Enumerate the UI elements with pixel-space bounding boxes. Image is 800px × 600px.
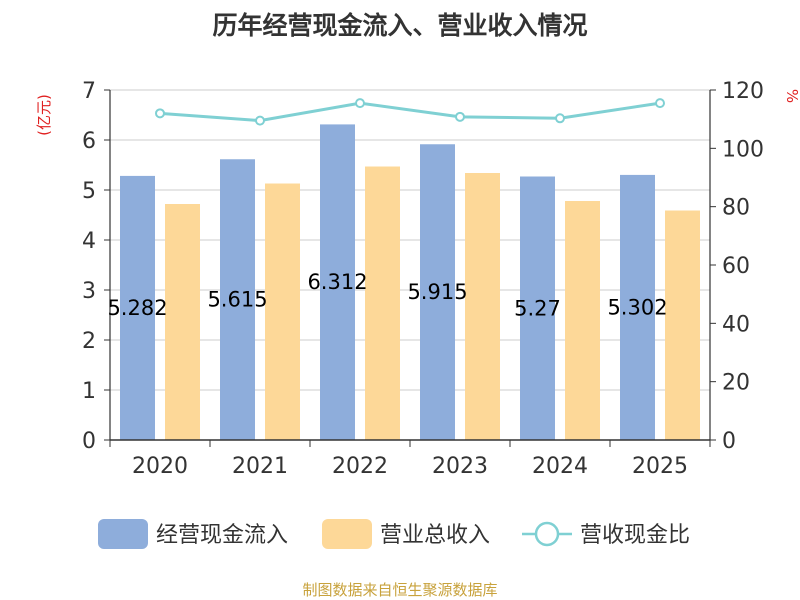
bar: [220, 159, 255, 440]
right-axis-label: %: [783, 89, 800, 103]
line-point: [555, 113, 565, 124]
legend-swatch: [322, 519, 372, 549]
right-tick-label: 40: [722, 312, 750, 337]
bar: [365, 166, 400, 440]
bar: [520, 176, 555, 440]
ratio-line-group: [155, 98, 665, 126]
line-point: [255, 115, 265, 126]
data-label: 5.27: [514, 296, 561, 320]
data-label: 5.302: [607, 295, 667, 319]
ratio-line: [159, 101, 661, 123]
right-tick-label: 120: [722, 79, 764, 104]
data-label: 5.915: [407, 280, 467, 304]
right-tick-label: 100: [722, 137, 764, 162]
legend-label: 经营现金流入: [156, 523, 288, 548]
x-tick-label: 2024: [532, 454, 588, 479]
left-tick-label: 1: [82, 379, 96, 404]
bar: [265, 183, 300, 440]
left-tick-label: 3: [82, 279, 96, 304]
left-tick-label: 2: [82, 329, 96, 354]
left-tick-label: 5: [82, 179, 96, 204]
x-tick-label: 2023: [432, 454, 488, 479]
axes: 0 1 2 3 4 5 6 7 0 20 40 60 80 100 120 2020 2021 2022 2023 2…: [82, 79, 764, 479]
legend-marker: [534, 521, 560, 547]
bar: [320, 124, 355, 441]
left-tick-label: 0: [82, 429, 96, 454]
left-tick-label: 6: [82, 129, 96, 154]
left-tick-label: 7: [82, 79, 96, 104]
right-tick-label: 60: [722, 254, 750, 279]
x-tick-label: 2022: [332, 454, 388, 479]
right-tick-label: 80: [722, 196, 750, 221]
line-point: [155, 108, 165, 119]
left-axis-label: (亿元): [35, 94, 53, 136]
legend: 经营现金流入 营业总收入 营收现金比: [98, 519, 690, 549]
data-label: 6.312: [307, 270, 367, 294]
bar: [620, 174, 655, 440]
source-note: 制图数据来自恒生聚源数据库: [302, 581, 497, 599]
x-tick-label: 2020: [132, 454, 188, 479]
bar: [465, 173, 500, 440]
bars: [120, 124, 700, 441]
legend-label: 营业总收入: [380, 523, 490, 548]
line-point: [455, 111, 465, 122]
legend-swatch: [98, 519, 148, 549]
grid-lines: [110, 89, 710, 391]
line-point: [655, 98, 665, 109]
bar: [665, 210, 700, 440]
x-tick-label: 2025: [632, 454, 688, 479]
right-tick-label: 0: [722, 429, 736, 454]
bar: [420, 144, 455, 440]
data-labels: 5.282 5.615 6.312 5.915 5.27 5.302: [107, 270, 667, 320]
x-tick-label: 2021: [232, 454, 288, 479]
left-tick-label: 4: [82, 229, 96, 254]
data-label: 5.615: [207, 288, 267, 312]
bar: [165, 204, 200, 440]
bar: [120, 175, 155, 440]
chart-title: 历年经营现金流入、营业收入情况: [212, 11, 587, 40]
right-tick-label: 20: [722, 371, 750, 396]
bar: [565, 201, 600, 440]
legend-label: 营收现金比: [580, 523, 690, 548]
data-label: 5.282: [107, 296, 167, 320]
line-point: [355, 98, 365, 109]
